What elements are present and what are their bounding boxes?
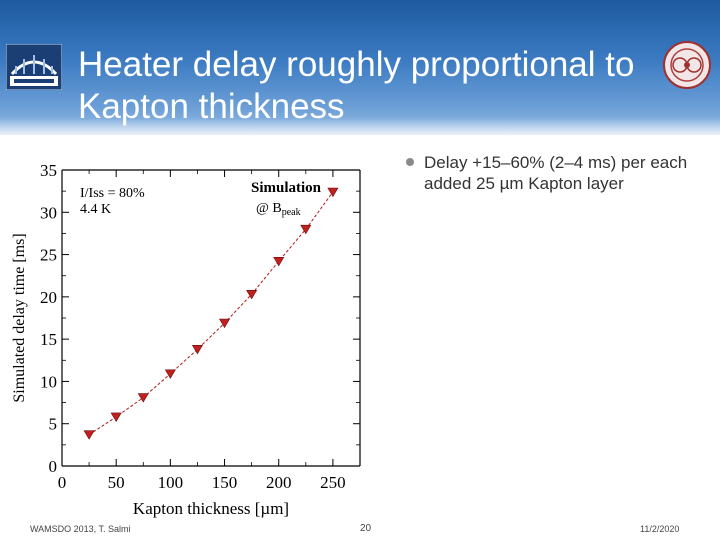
y-tick-label: 0 — [49, 457, 58, 476]
x-tick-label: 100 — [158, 473, 184, 492]
delay-vs-kapton-chart: 0 50 100 150 200 250 0 5 10 15 20 25 30 35 Kapton th… — [11, 161, 361, 518]
y-tick-label: 30 — [40, 203, 57, 222]
x-tick-label: 250 — [320, 473, 346, 492]
y-tick-label: 20 — [40, 288, 57, 307]
annotation-field: @ Bpeak — [256, 201, 301, 218]
y-tick-label: 10 — [40, 372, 57, 391]
annotation-field-prefix: @ B — [256, 201, 282, 216]
page-number: 20 — [360, 523, 372, 534]
x-tick-label: 200 — [266, 473, 292, 492]
data-point-marker — [83, 430, 95, 440]
x-axis-label: Kapton thickness [µm] — [133, 499, 289, 518]
y-axis-label: Simulated delay time [ms] — [11, 233, 28, 402]
bullet-text: Delay +15–60% (2–4 ms) per each added 25… — [424, 153, 688, 193]
data-point-marker — [273, 257, 285, 267]
annotation-current: I/Iss = 80% — [80, 186, 145, 201]
collaboration-seal-logo — [663, 41, 711, 89]
annotation-field-sub: peak — [282, 207, 301, 218]
data-point-marker — [219, 318, 231, 329]
footer-date: 11/2/2020 — [640, 524, 680, 534]
y-tick-label: 5 — [49, 415, 58, 434]
data-point-marker — [246, 290, 258, 300]
bullet-icon — [406, 158, 414, 166]
y-axis-ticks: 0 5 10 15 20 25 30 35 — [40, 161, 360, 476]
footer-author: WAMSDO 2013, T. Salmi — [30, 524, 131, 534]
x-tick-label: 50 — [108, 473, 125, 492]
series-dashed-line — [88, 191, 334, 436]
x-axis-ticks: 0 50 100 150 200 250 — [58, 170, 346, 492]
bullet-item: Delay +15–60% (2–4 ms) per each added 25… — [402, 152, 707, 194]
annotation-temperature: 4.4 K — [80, 202, 111, 217]
x-tick-label: 0 — [58, 473, 67, 492]
y-tick-label: 15 — [40, 330, 57, 349]
y-tick-label: 35 — [40, 161, 57, 180]
header-fade — [0, 118, 720, 140]
data-point-marker — [164, 369, 176, 379]
bullet-list: Delay +15–60% (2–4 ms) per each added 25… — [402, 152, 707, 194]
data-point-marker — [110, 412, 122, 423]
y-tick-label: 25 — [40, 246, 57, 265]
x-tick-label: 150 — [212, 473, 238, 492]
berkeley-lab-logo — [6, 44, 62, 90]
slide-header — [0, 0, 720, 135]
annotation-simulation: Simulation — [251, 180, 322, 196]
data-point-marker — [300, 224, 312, 235]
series-markers — [83, 187, 339, 440]
data-point-marker — [327, 187, 339, 198]
data-point-marker — [137, 393, 149, 403]
data-point-marker — [191, 344, 203, 355]
slide-title: Heater delay roughly proportional to Kap… — [78, 45, 635, 126]
